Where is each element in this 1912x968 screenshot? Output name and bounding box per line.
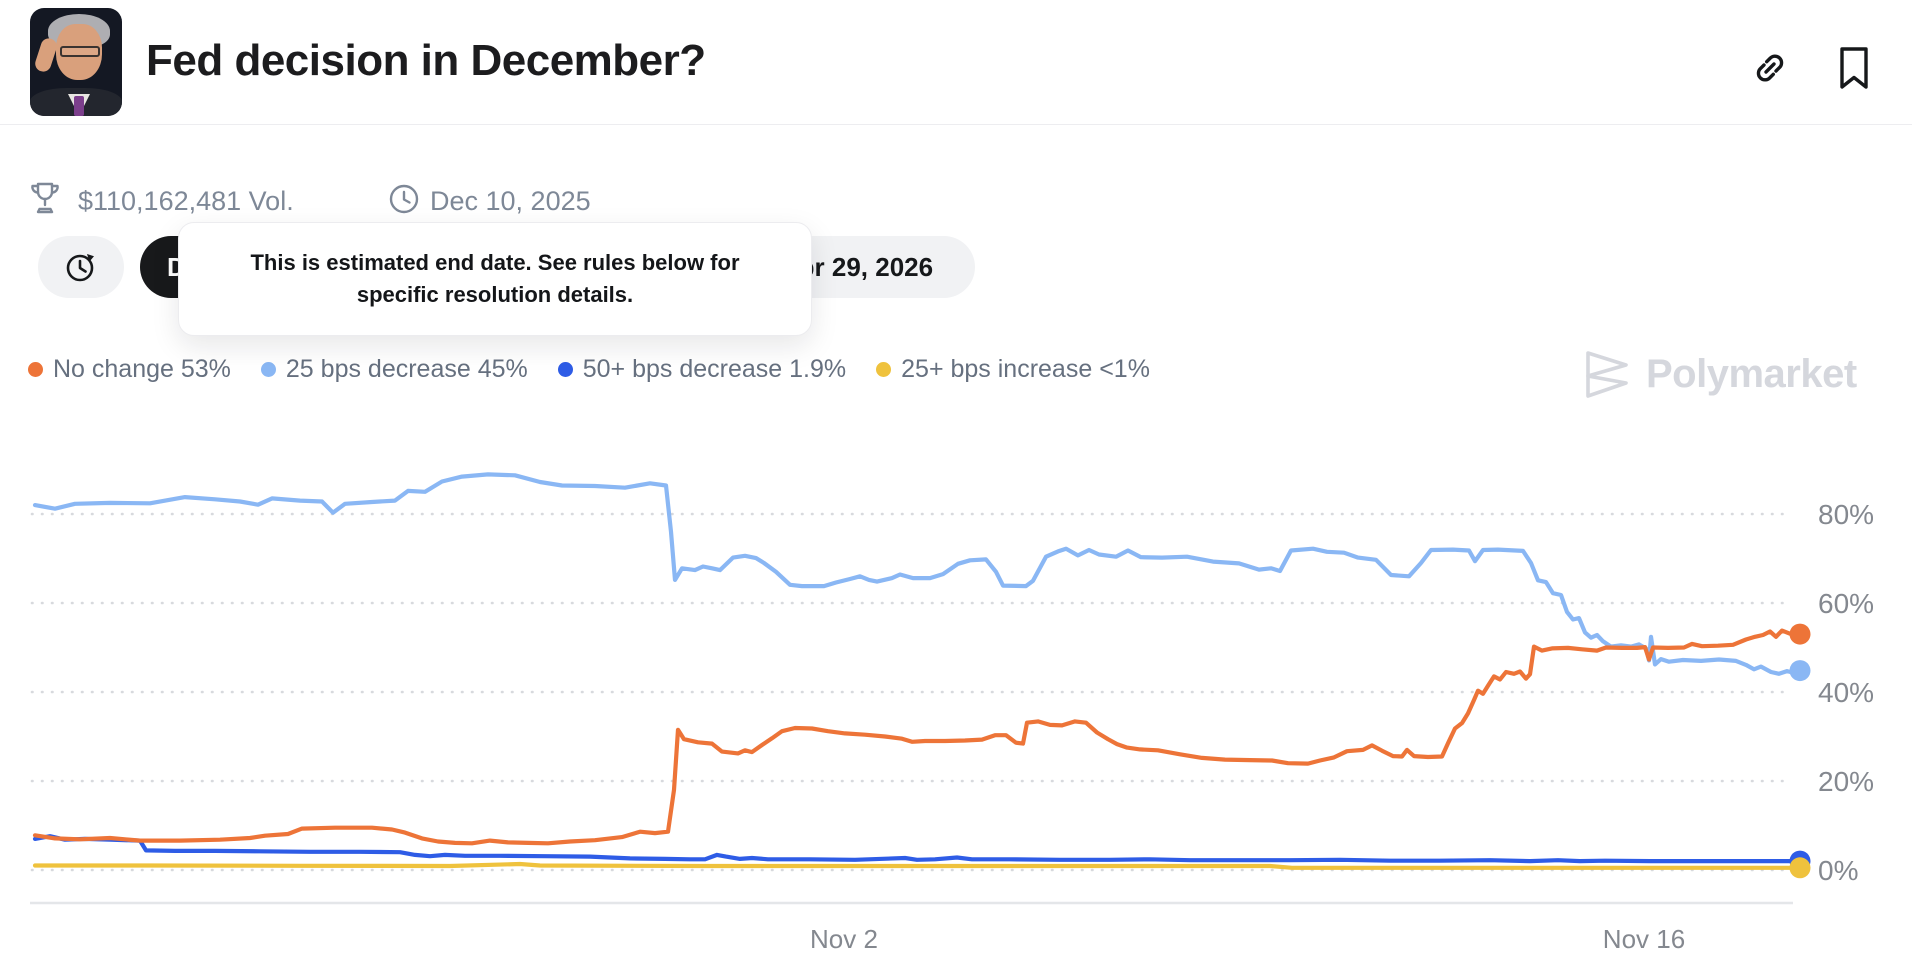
legend-label: 50+ bps decrease 1.9% (582, 355, 847, 383)
avatar-tie (74, 96, 84, 116)
tooltip-line-1: This is estimated end date. See rules be… (250, 250, 740, 275)
header-divider (0, 124, 1912, 125)
legend-item-no-change[interactable]: No change 53% (28, 355, 231, 384)
legend-label: 25+ bps increase <1% (901, 355, 1150, 383)
legend-dot-25bps-increase (876, 362, 892, 377)
legend-item-50bps-decrease[interactable]: 50+ bps decrease 1.9% (557, 355, 847, 384)
end-date-tooltip: This is estimated end date. See rules be… (178, 222, 812, 336)
polymarket-logo-icon (1586, 351, 1628, 398)
end-date-text: Dec 10, 2025 (430, 186, 591, 216)
svg-text:80%: 80% (1818, 499, 1874, 530)
polymarket-watermark-text: Polymarket (1646, 351, 1857, 396)
legend-label: 25 bps decrease 45% (285, 355, 528, 383)
chart-legend: No change 53% 25 bps decrease 45% 50+ bp… (28, 355, 1150, 384)
market-avatar (30, 8, 122, 116)
avatar-hand (33, 36, 59, 74)
legend-dot-50bps-decrease (557, 362, 573, 377)
legend-dot-25bps-decrease (260, 362, 276, 377)
copy-link-icon[interactable] (1750, 46, 1790, 90)
svg-text:40%: 40% (1818, 677, 1874, 708)
svg-text:0%: 0% (1818, 855, 1858, 886)
clock-icon (389, 184, 419, 214)
polymarket-watermark: Polymarket (1580, 346, 1857, 402)
legend-item-25bps-increase[interactable]: 25+ bps increase <1% (876, 355, 1150, 384)
avatar-face (56, 24, 102, 80)
svg-text:20%: 20% (1818, 766, 1874, 797)
bookmark-icon[interactable] (1834, 46, 1874, 90)
legend-dot-no-change (28, 362, 43, 377)
tooltip-line-2: specific resolution details. (356, 282, 634, 307)
trophy-icon (31, 182, 59, 214)
svg-text:Nov 16: Nov 16 (1603, 924, 1685, 954)
history-button[interactable] (38, 236, 124, 298)
svg-text:Nov 2: Nov 2 (810, 924, 878, 954)
page-title: Fed decision in December? (146, 36, 706, 85)
volume-text: $110,162,481 Vol. (78, 186, 294, 216)
avatar-glasses (60, 46, 100, 57)
legend-label: No change 53% (53, 355, 231, 383)
svg-text:60%: 60% (1818, 588, 1874, 619)
legend-item-25bps-decrease[interactable]: 25 bps decrease 45% (260, 355, 528, 384)
time-history-icon (66, 254, 94, 282)
